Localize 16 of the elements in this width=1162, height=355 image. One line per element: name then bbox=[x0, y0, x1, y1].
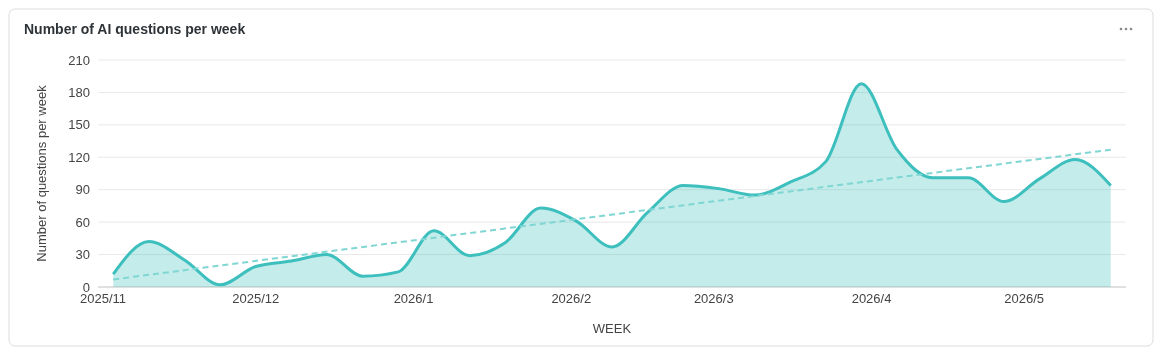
x-tick-label: 2026/1 bbox=[393, 291, 434, 306]
y-tick-label: 180 bbox=[68, 84, 90, 100]
chart-title: Number of AI questions per week bbox=[24, 21, 246, 37]
y-tick-label: 90 bbox=[75, 182, 90, 198]
y-tick-label: 120 bbox=[68, 149, 90, 165]
y-tick-label: 30 bbox=[75, 247, 90, 263]
x-tick-label: 2025/12 bbox=[232, 291, 280, 306]
x-tick-label: 2026/2 bbox=[551, 291, 592, 306]
x-tick-label: 2026/3 bbox=[693, 291, 734, 306]
x-tick-label: 2026/5 bbox=[1004, 291, 1045, 306]
x-tick-label: 2026/4 bbox=[851, 291, 892, 306]
y-tick-label: 60 bbox=[75, 214, 90, 230]
x-axis-title: WEEK bbox=[592, 321, 632, 336]
y-tick-label: 210 bbox=[68, 52, 90, 68]
y-axis-title: Number of questions per week bbox=[34, 84, 49, 262]
y-tick-label: 150 bbox=[68, 117, 90, 133]
